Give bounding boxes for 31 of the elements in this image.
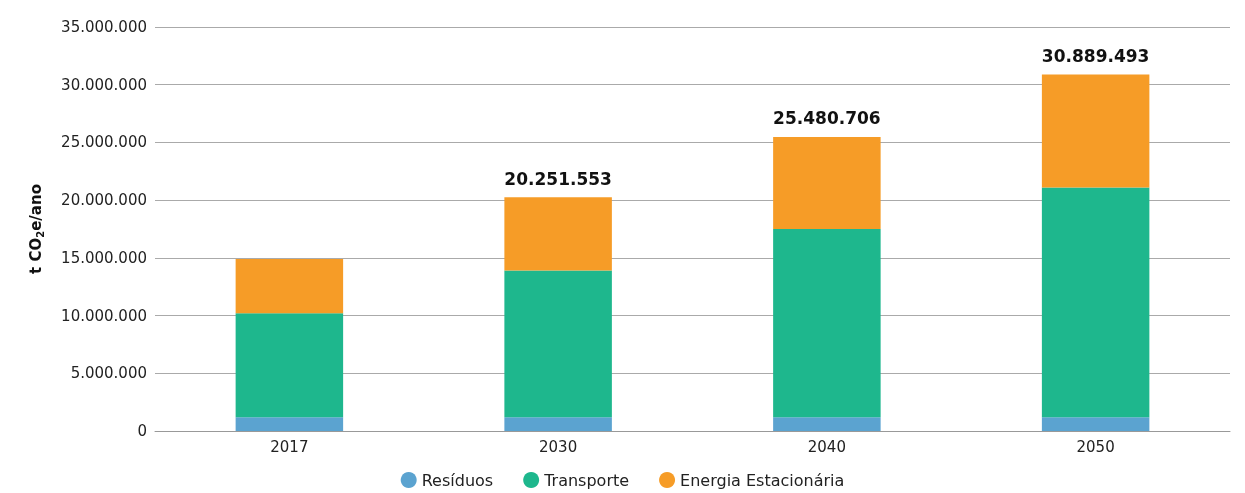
y-tick-label: 30.000.000 <box>61 75 147 94</box>
bar <box>1041 74 1150 188</box>
bar <box>773 417 881 431</box>
x-tick-label: 2017 <box>270 437 309 456</box>
y-axis-title: t CO2e/ano <box>27 184 46 274</box>
total-label: 20.251.553 <box>504 168 612 189</box>
legend-label: Transporte <box>543 470 630 490</box>
bar <box>773 229 881 418</box>
y-tick-label: 25.000.000 <box>61 133 147 152</box>
y-tick-label: 35.000.000 <box>61 18 147 36</box>
total-label: 30.889.493 <box>1041 45 1150 66</box>
bar <box>504 270 612 418</box>
bar <box>773 136 881 229</box>
y-tick-label: 0 <box>137 422 147 440</box>
y-tick-label: 10.000.000 <box>61 306 147 325</box>
bar <box>1041 187 1150 418</box>
bar <box>504 197 612 271</box>
bar <box>235 259 344 314</box>
bar <box>1041 417 1150 431</box>
x-tick-label: 2040 <box>807 437 846 456</box>
y-tick-label: 20.000.000 <box>61 191 147 210</box>
x-tick-label: 2030 <box>539 437 578 456</box>
legend-label: Energia Estacionária <box>680 470 845 490</box>
y-tick-label: 5.000.000 <box>70 364 147 383</box>
total-label: 25.480.706 <box>773 108 881 129</box>
bar <box>504 417 612 431</box>
y-tick-label: 15.000.000 <box>61 248 147 267</box>
bar <box>235 313 344 418</box>
x-tick-label: 2050 <box>1076 437 1115 456</box>
bar <box>235 417 344 431</box>
legend-label: Resíduos <box>421 470 494 490</box>
